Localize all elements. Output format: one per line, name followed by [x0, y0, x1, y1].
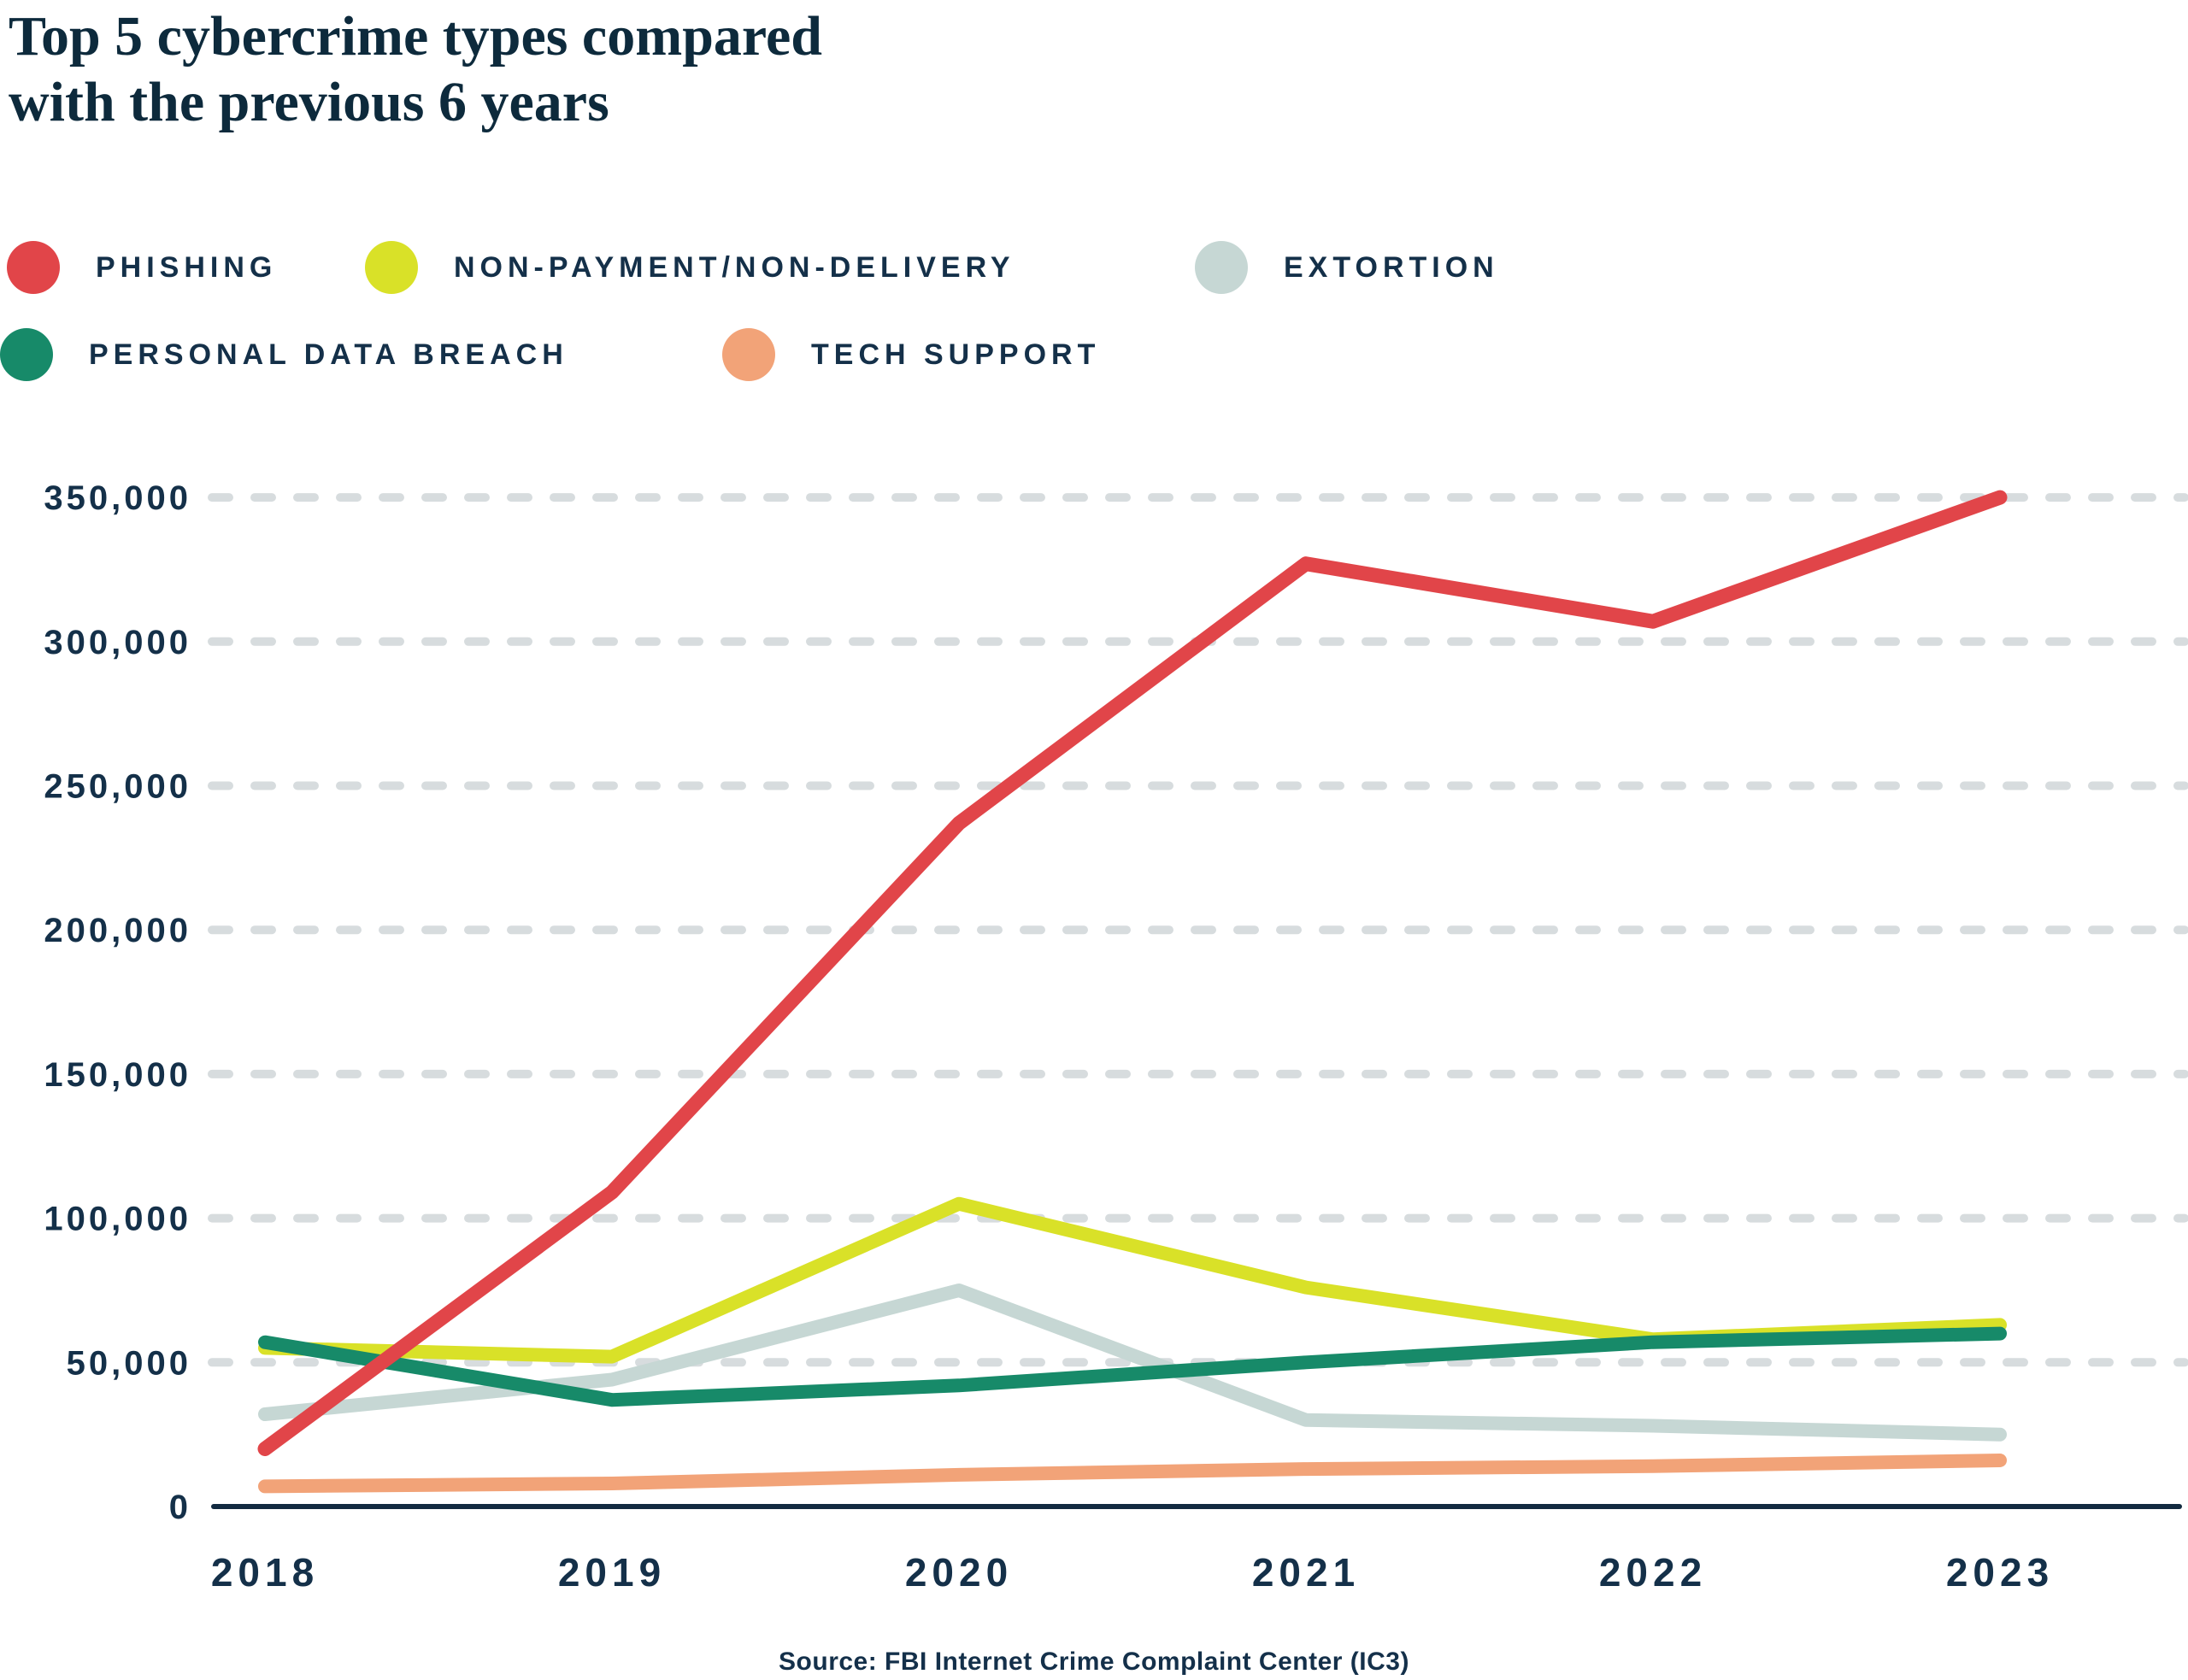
- x-axis-tick-label-2019: 2019: [558, 1550, 666, 1595]
- x-axis-tick-label-2018: 2018: [211, 1550, 319, 1595]
- x-axis-tick-label-2021: 2021: [1252, 1550, 1360, 1595]
- x-axis-tick-label-2020: 2020: [905, 1550, 1013, 1595]
- x-axis-tick-label-2022: 2022: [1599, 1550, 1707, 1595]
- y-axis-tick-label: 350,000: [44, 479, 191, 517]
- y-axis-tick-label: 200,000: [44, 912, 191, 949]
- personal-data-breach-color-dot-icon: [0, 328, 53, 381]
- legend-item-extortion: EXTORTION: [1195, 241, 1499, 294]
- source-credit: Source: FBI Internet Crime Complaint Cen…: [779, 1648, 1409, 1676]
- legend-label-non-payment: NON-PAYMENT/NON-DELIVERY: [454, 250, 1015, 284]
- y-axis-tick-label: 300,000: [44, 624, 191, 661]
- line-personal-data-breach: [258, 1326, 2007, 1407]
- legend-label-phishing: PHISHING: [96, 250, 278, 284]
- legend-label-tech-support: TECH SUPPORT: [811, 338, 1101, 371]
- legend-item-personal-data-breach: PERSONAL DATA BREACH: [0, 328, 568, 381]
- extortion-color-dot-icon: [1195, 241, 1248, 294]
- line-tech-support: [258, 1454, 2007, 1494]
- y-axis-tick-label: 250,000: [44, 768, 191, 806]
- y-axis-tick-label: 100,000: [44, 1201, 191, 1238]
- phishing-color-dot-icon: [7, 241, 60, 294]
- y-axis-tick-label: 150,000: [44, 1056, 191, 1094]
- legend-item-non-payment: NON-PAYMENT/NON-DELIVERY: [365, 241, 1015, 294]
- y-axis-tick-label: 0: [169, 1489, 191, 1526]
- legend-item-phishing: PHISHING: [7, 241, 277, 294]
- chart-title-line2: with the previous 6 years: [9, 71, 609, 134]
- line-phishing: [257, 490, 2008, 1456]
- legend-item-tech-support: TECH SUPPORT: [722, 328, 1100, 381]
- legend-label-extortion: EXTORTION: [1284, 250, 1499, 284]
- tech-support-color-dot-icon: [722, 328, 775, 381]
- y-axis-tick-label: 50,000: [67, 1344, 191, 1382]
- chart-title-line1: Top 5 cybercrime types compared: [9, 5, 823, 68]
- chart-title: Top 5 cybercrime types compared with the…: [9, 3, 822, 135]
- legend-label-personal-data-breach: PERSONAL DATA BREACH: [89, 338, 568, 371]
- x-axis-tick-label-2023: 2023: [1946, 1550, 2054, 1595]
- non-payment-color-dot-icon: [365, 241, 418, 294]
